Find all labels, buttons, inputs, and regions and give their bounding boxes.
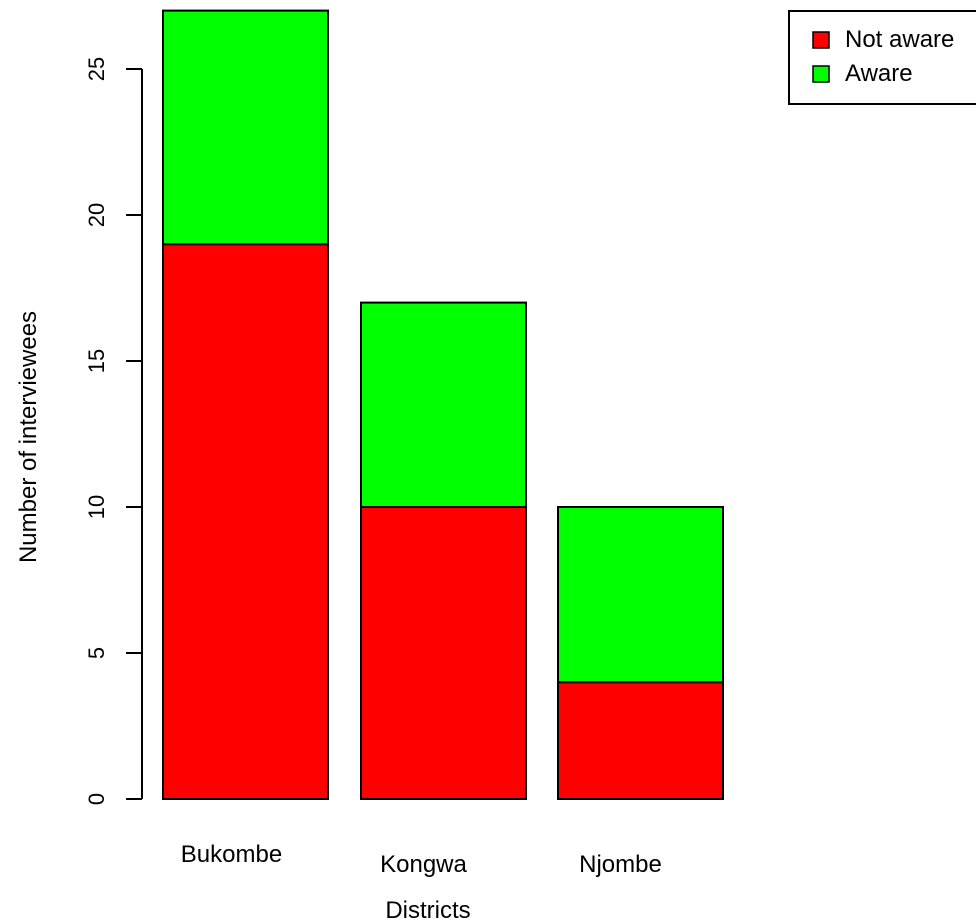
y-tick-label-5: 5	[84, 647, 109, 659]
legend-label-not-aware: Not aware	[845, 26, 954, 53]
legend: Not aware Aware	[788, 10, 976, 105]
x-tick-label-kongwa: Kongwa	[380, 851, 467, 878]
bar-kongwa-aware	[360, 301, 527, 508]
x-axis-title: Districts	[385, 897, 470, 923]
x-tick-labels: Bukombe Kongwa Njombe	[181, 841, 662, 878]
y-tick-label-10: 10	[84, 495, 109, 519]
legend-label-aware: Aware	[845, 60, 913, 87]
bar-njombe-aware	[557, 506, 724, 684]
y-tick-label-25: 25	[84, 57, 109, 81]
legend-box	[788, 10, 976, 105]
bar-kongwa-not-aware	[360, 506, 527, 800]
bar-bukombe-not-aware	[162, 243, 329, 800]
y-axis-title: Number of interviewees	[15, 311, 42, 563]
y-tick-label-15: 15	[84, 349, 109, 373]
bar-bukombe-aware	[162, 9, 329, 246]
x-tick-label-bukombe: Bukombe	[181, 841, 282, 868]
y-tick-label-20: 20	[84, 203, 109, 227]
legend-swatch-aware	[812, 65, 830, 83]
bar-njombe-not-aware	[557, 681, 724, 801]
legend-swatch-not-aware	[812, 31, 830, 49]
bars-group	[162, 9, 724, 801]
x-tick-label-njombe: Njombe	[579, 851, 662, 878]
y-axis: 0 5 10 15 20 25	[84, 57, 143, 805]
y-tick-label-0: 0	[84, 793, 109, 805]
